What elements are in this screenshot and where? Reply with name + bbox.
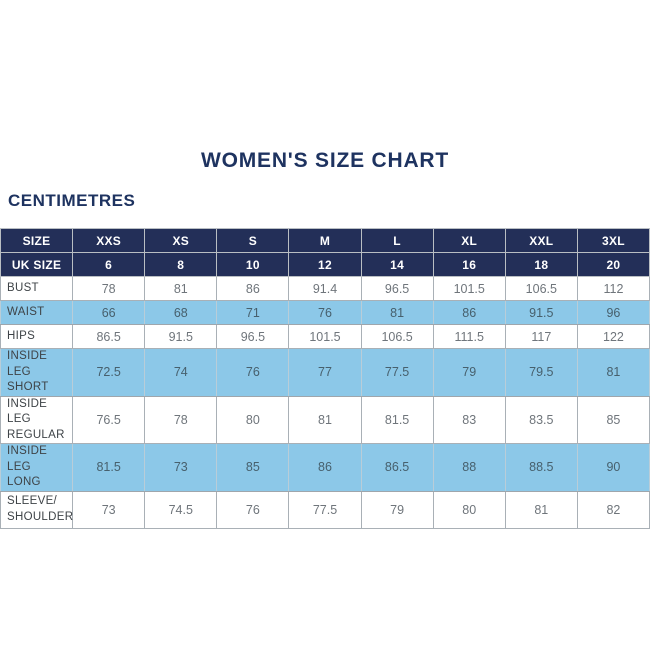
measurement-cell: 90: [576, 443, 650, 492]
measurement-cell: 81: [360, 300, 434, 325]
measurement-cell: 101.5: [432, 276, 506, 301]
measurement-cell: 68: [144, 300, 218, 325]
measurement-cell: 96.5: [360, 276, 434, 301]
measurement-row: HIPS 86.5 91.5 96.5 101.5 106.5 111.5 117 122: [0, 324, 650, 349]
size-header-cell: M: [288, 228, 362, 253]
measurement-cell: 79: [360, 490, 434, 529]
measurement-cell: 79.5: [504, 348, 578, 397]
measurement-cell: 81: [576, 348, 650, 397]
measurement-cell: 91.4: [288, 276, 362, 301]
measurement-cell: 88: [432, 443, 506, 492]
size-chart-table: SIZE XXS XS S M L XL XXL 3XL UK SIZE 6 8 10 12 14 16 18…: [0, 228, 650, 529]
measurement-cell: 86.5: [72, 324, 146, 349]
measurement-cell: 122: [576, 324, 650, 349]
measurement-cell: 76: [216, 348, 290, 397]
uk-size-cell: 6: [72, 252, 146, 277]
size-header-cell: L: [360, 228, 434, 253]
measurement-row: SLEEVE/ SHOULDER 73 74.5 76 77.5 79 80 81 82: [0, 490, 650, 529]
measurement-cell: 83: [432, 395, 506, 445]
row-label: INSIDE LEG REGULAR: [0, 395, 74, 445]
measurement-cell: 91.5: [144, 324, 218, 349]
measurement-cell: 96.5: [216, 324, 290, 349]
measurement-cell: 82: [576, 490, 650, 529]
uk-size-row: UK SIZE 6 8 10 12 14 16 18 20: [0, 252, 650, 277]
measurement-cell: 96: [576, 300, 650, 325]
measurement-row: INSIDE LEG SHORT 72.5 74 76 77 77.5 79 79.5 81: [0, 348, 650, 397]
row-label: WAIST: [0, 300, 74, 325]
uk-size-cell: 18: [504, 252, 578, 277]
measurement-cell: 111.5: [432, 324, 506, 349]
measurement-cell: 81: [288, 395, 362, 445]
measurement-cell: 86: [432, 300, 506, 325]
measurement-cell: 91.5: [504, 300, 578, 325]
row-label: INSIDE LEG SHORT: [0, 348, 74, 397]
size-header-cell: XS: [144, 228, 218, 253]
measurement-cell: 81.5: [360, 395, 434, 445]
row-label: BUST: [0, 276, 74, 301]
measurement-cell: 77: [288, 348, 362, 397]
measurement-cell: 80: [216, 395, 290, 445]
measurement-cell: 77.5: [288, 490, 362, 529]
measurement-cell: 74.5: [144, 490, 218, 529]
measurement-cell: 78: [144, 395, 218, 445]
measurement-cell: 73: [144, 443, 218, 492]
size-chart-header: SIZE XXS XS S M L XL XXL 3XL UK SIZE 6 8 10 12 14 16 18…: [0, 228, 650, 277]
uk-size-cell: 8: [144, 252, 218, 277]
measurement-cell: 86.5: [360, 443, 434, 492]
measurement-cell: 101.5: [288, 324, 362, 349]
uk-size-cell: 12: [288, 252, 362, 277]
measurement-cell: 78: [72, 276, 146, 301]
measurement-cell: 85: [576, 395, 650, 445]
page-title: WOMEN'S SIZE CHART: [200, 149, 450, 172]
size-header-cell: XL: [432, 228, 506, 253]
measurement-row: BUST 78 81 86 91.4 96.5 101.5 106.5 112: [0, 276, 650, 301]
measurement-rows: BUST 78 81 86 91.4 96.5 101.5 106.5 112 WAIST 66 68…: [0, 276, 650, 529]
measurement-row: INSIDE LEG LONG 81.5 73 85 86 86.5 88 88.5 90: [0, 443, 650, 492]
measurement-cell: 81: [144, 276, 218, 301]
measurement-cell: 112: [576, 276, 650, 301]
measurement-cell: 74: [144, 348, 218, 397]
measurement-cell: 76: [288, 300, 362, 325]
measurement-cell: 76.5: [72, 395, 146, 445]
uk-size-cell: 14: [360, 252, 434, 277]
size-header-row: SIZE XXS XS S M L XL XXL 3XL: [0, 228, 650, 253]
measurement-cell: 73: [72, 490, 146, 529]
uk-size-cell: 16: [432, 252, 506, 277]
measurement-cell: 79: [432, 348, 506, 397]
size-header-cell: XXL: [504, 228, 578, 253]
measurement-row: INSIDE LEG REGULAR 76.5 78 80 81 81.5 83 83.5 85: [0, 395, 650, 445]
row-label: HIPS: [0, 324, 74, 349]
uk-size-cell: 20: [576, 252, 650, 277]
size-header-cell: 3XL: [576, 228, 650, 253]
measurement-cell: 77.5: [360, 348, 434, 397]
measurement-cell: 88.5: [504, 443, 578, 492]
measurement-cell: 71: [216, 300, 290, 325]
measurement-cell: 106.5: [360, 324, 434, 349]
row-label: INSIDE LEG LONG: [0, 443, 74, 492]
measurement-cell: 106.5: [504, 276, 578, 301]
measurement-cell: 86: [216, 276, 290, 301]
unit-label: CENTIMETRES: [8, 191, 136, 210]
measurement-cell: 76: [216, 490, 290, 529]
uk-size-label: UK SIZE: [0, 252, 74, 277]
measurement-row: WAIST 66 68 71 76 81 86 91.5 96: [0, 300, 650, 325]
measurement-cell: 72.5: [72, 348, 146, 397]
size-header-label: SIZE: [0, 228, 74, 253]
measurement-cell: 86: [288, 443, 362, 492]
measurement-cell: 80: [432, 490, 506, 529]
row-label: SLEEVE/ SHOULDER: [0, 490, 74, 529]
measurement-cell: 81.5: [72, 443, 146, 492]
measurement-cell: 85: [216, 443, 290, 492]
measurement-cell: 66: [72, 300, 146, 325]
measurement-cell: 83.5: [504, 395, 578, 445]
size-header-cell: S: [216, 228, 290, 253]
size-header-cell: XXS: [72, 228, 146, 253]
uk-size-cell: 10: [216, 252, 290, 277]
measurement-cell: 81: [504, 490, 578, 529]
measurement-cell: 117: [504, 324, 578, 349]
